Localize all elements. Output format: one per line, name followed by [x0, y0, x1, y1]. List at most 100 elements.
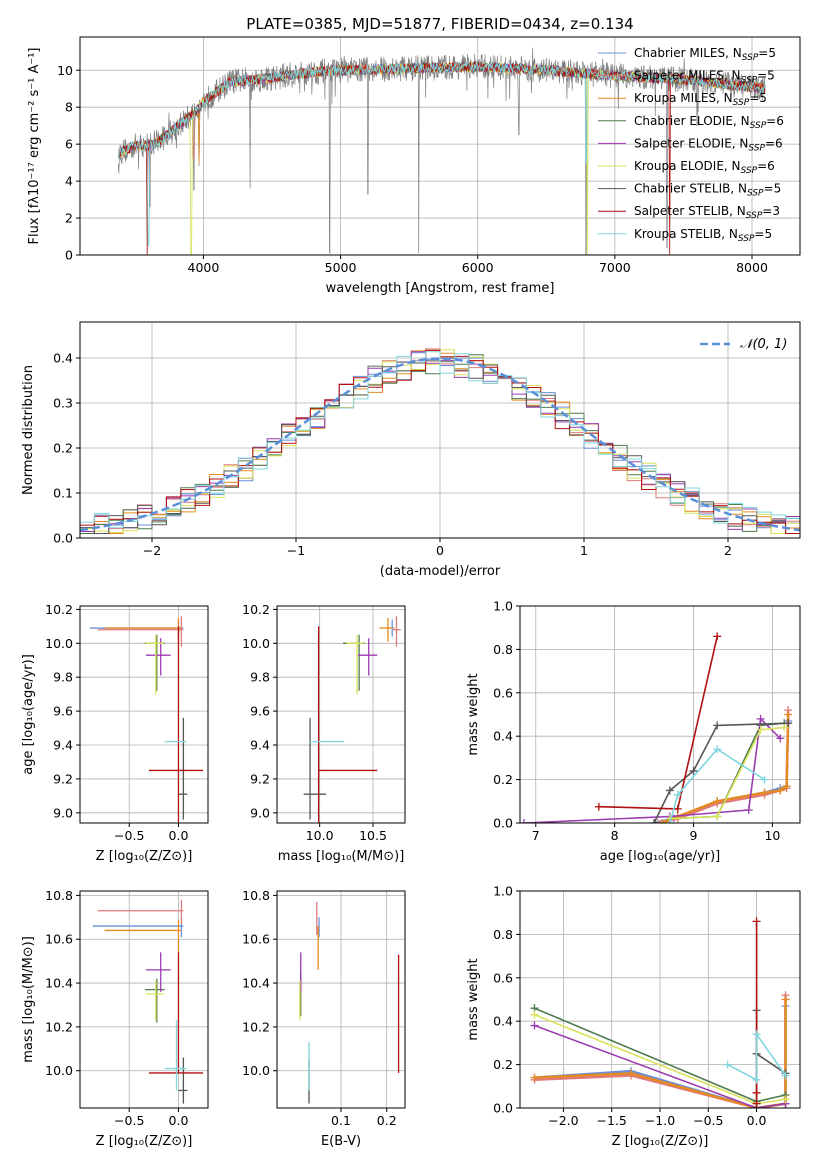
- errorbar-chabrier-stelib: [178, 717, 188, 820]
- y-tick-label: 0.1: [53, 486, 73, 501]
- errorbar-salpeter-miles: [97, 616, 184, 647]
- weight-marker: [650, 819, 659, 823]
- y-tick-label: 2: [65, 211, 73, 226]
- weight-marker: [760, 775, 769, 784]
- y-tick-label: 10.8: [45, 888, 73, 903]
- x-tick-label: 10.5: [359, 828, 387, 843]
- weight-line: [534, 1024, 786, 1108]
- x-tick-label: −0.5: [693, 1113, 723, 1128]
- weight-line: [727, 1033, 787, 1081]
- weight-line: [598, 636, 718, 810]
- y-tick-label: 0.2: [493, 1057, 513, 1072]
- x-tick-label: 5000: [325, 260, 357, 275]
- weight-line: [661, 714, 790, 823]
- legend-entry-kroupa-miles: Kroupa MILES, NSSP=5: [634, 91, 767, 108]
- x-tick-label: 0.0: [747, 1113, 767, 1128]
- x-axis-label: age [log₁₀(age/yr)]: [600, 849, 721, 864]
- y-tick-label: 10.2: [45, 602, 73, 617]
- legend-entry-equals: =: [766, 114, 776, 128]
- x-tick-label: 0: [436, 543, 444, 558]
- y-tick-label: 0.8: [493, 927, 513, 942]
- x-tick-label: 1: [580, 543, 588, 558]
- weight-marker: [713, 632, 722, 641]
- weight-marker: [780, 723, 789, 732]
- errorbar-salpeter-miles: [393, 616, 401, 647]
- weight-marker: [784, 710, 793, 719]
- legend-entry-text: Kroupa MILES, N: [634, 91, 733, 105]
- x-tick-label: −2: [143, 543, 161, 558]
- y-tick-label: 10.4: [242, 976, 270, 991]
- x-axis-label: Z [log₁₀(Z/Z⊙)]: [612, 1134, 709, 1149]
- legend-entry-count: 5: [768, 46, 776, 60]
- y-tick-label: 0.3: [53, 396, 73, 411]
- weight-marker: [776, 734, 785, 743]
- y-tick-label: 9.2: [53, 771, 73, 786]
- legend-entry-subscript: SSP: [746, 211, 763, 221]
- legend-entry-count: 5: [759, 91, 767, 105]
- mass-weight-vs-age-panel: 7 8 9 10 0.0 0.2 0.4 0.6 0.8 1.0 age [log₁₀(age/yr…: [466, 599, 801, 864]
- weight-marker: [665, 819, 674, 823]
- y-tick-label: 0.8: [493, 642, 513, 657]
- y-tick-label: 10.6: [45, 932, 73, 947]
- legend-entry-equals: =: [762, 204, 772, 218]
- y-tick-label: 0.0: [493, 1101, 513, 1116]
- x-tick-label: 8000: [736, 260, 768, 275]
- axes-frame: [79, 890, 209, 1109]
- weight-marker: [665, 786, 674, 795]
- legend-entry-text: Salpeter STELIB, N: [634, 204, 746, 218]
- y-tick-label: 10.0: [45, 636, 73, 651]
- weight-marker: [782, 782, 791, 791]
- age-vs-metallicity-panel: −0.5 0.0 9.0 9.2 9.4 9.6 9.8 10.0 10.2 Z [log₁₀(Z…: [21, 602, 209, 864]
- legend-entry-subscript: SSP: [750, 121, 767, 131]
- y-tick-label: 0.6: [493, 970, 513, 985]
- y-tick-label: 9.2: [250, 771, 270, 786]
- weight-marker: [520, 819, 528, 823]
- x-axis-label: (data-model)/error: [380, 564, 501, 579]
- legend-entry-salpeter-miles: Salpeter MILES, NSSP=5: [634, 69, 775, 86]
- y-axis-label: mass [log₁₀(M/M⊙)]: [21, 936, 36, 1063]
- legend-entry-equals: =: [764, 182, 774, 196]
- weight-marker: [594, 802, 603, 811]
- legend-entry-equals: =: [757, 69, 767, 83]
- plot-area: [80, 348, 800, 538]
- x-tick-label: −1.0: [645, 1113, 675, 1128]
- y-tick-label: 10.8: [242, 888, 270, 903]
- y-tick-label: 9.0: [53, 805, 73, 820]
- weight-marker: [530, 1021, 539, 1030]
- weight-marker: [756, 725, 765, 734]
- legend-entry-equals: =: [749, 91, 759, 105]
- weight-marker: [689, 766, 698, 775]
- weight-marker: [713, 797, 722, 806]
- errorbar-kroupa-elodie: [145, 634, 164, 695]
- x-axis-label: wavelength [Angstrom, rest frame]: [326, 281, 555, 296]
- errorbar-kroupa-elodie: [346, 634, 364, 695]
- errorbar-chabrier-miles: [92, 917, 184, 938]
- weights-kroupa-stelib: [665, 745, 769, 823]
- errorbar-chabrier-stelib: [303, 717, 327, 820]
- weight-marker: [752, 917, 761, 926]
- y-tick-label: 0.2: [53, 441, 73, 456]
- weights-salpeter-elodie: [520, 714, 785, 823]
- weight-marker: [752, 1075, 761, 1084]
- y-tick-label: 10.0: [242, 1063, 270, 1078]
- x-tick-label: −1: [287, 543, 305, 558]
- weights-salpeter-stelib: [752, 917, 761, 1108]
- weight-marker: [781, 1095, 790, 1104]
- legend-entry-text: Chabrier MILES, N: [634, 46, 742, 60]
- age-vs-mass-panel: 10.0 10.5 9.0 9.2 9.4 9.6 9.8 10.0 10.2 mass [log…: [242, 602, 406, 864]
- plot-area: [299, 901, 400, 1104]
- legend-entry-salpeter-stelib: Salpeter STELIB, NSSP=3: [634, 204, 780, 221]
- y-tick-label: 10.0: [45, 1063, 73, 1078]
- legend-entry-count: 5: [764, 227, 772, 241]
- weight-marker: [723, 1060, 732, 1069]
- weight-marker: [654, 819, 663, 823]
- weight-line: [755, 1009, 786, 1108]
- weight-marker: [627, 1069, 636, 1078]
- weight-marker: [752, 1088, 761, 1097]
- x-tick-label: 2: [724, 543, 732, 558]
- errorbar-chabrier-elodie: [144, 978, 165, 1023]
- legend-entry-count: 3: [772, 204, 780, 218]
- legend-entry-chabrier-stelib: Chabrier STELIB, NSSP=5: [634, 182, 781, 199]
- errorbar-kroupa-miles: [379, 617, 394, 642]
